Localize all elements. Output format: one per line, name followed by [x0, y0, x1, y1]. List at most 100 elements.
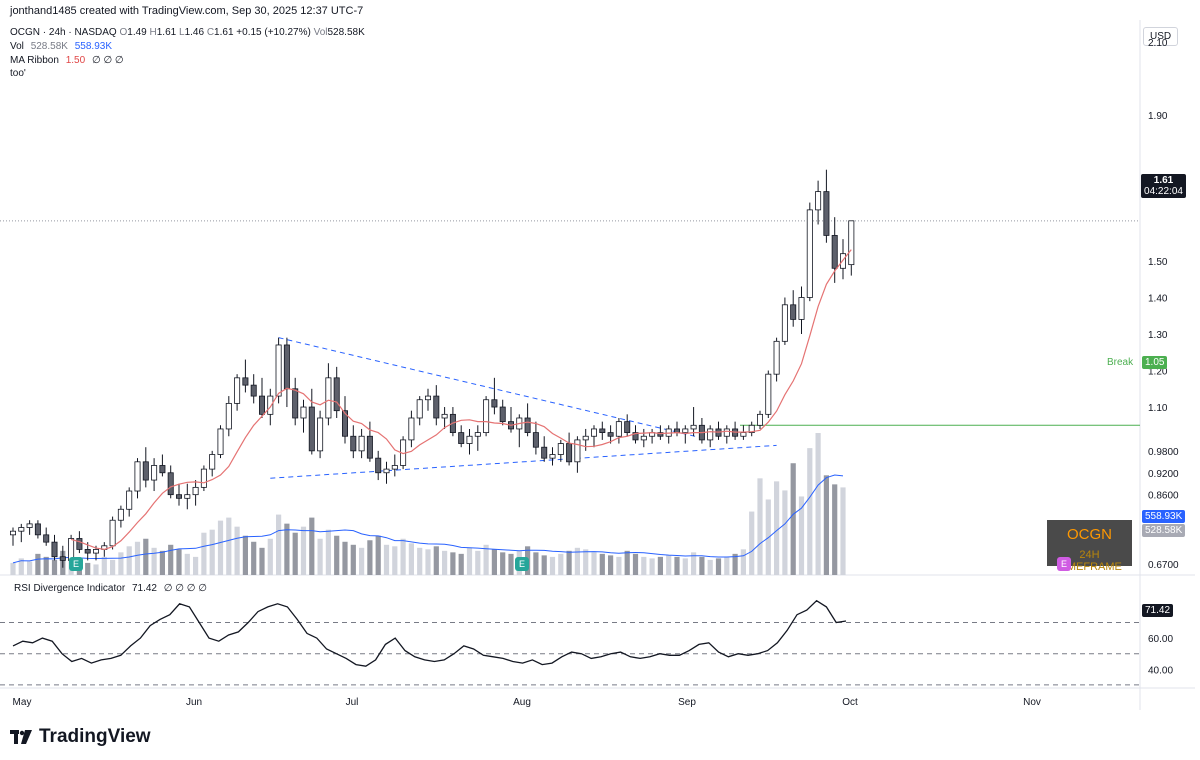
rsi-line: [12, 599, 847, 667]
candle-body: [175, 494, 182, 499]
volume-bar: [201, 532, 207, 575]
rsi-value: 71.42: [131, 583, 157, 594]
vol-value: 528.58K: [327, 27, 365, 38]
candle-body: [391, 465, 398, 470]
candle-body: [408, 417, 415, 441]
candle-body: [806, 209, 813, 298]
candle-body: [184, 494, 191, 499]
rsi-label: RSI Divergence Indicator: [14, 583, 126, 594]
candle-body: [366, 435, 373, 459]
high-value: 1.61: [156, 27, 177, 38]
last-price-tag: 1.61 04:22:04: [1141, 174, 1186, 198]
close-label: C: [206, 27, 215, 38]
candle-body: [773, 340, 780, 375]
volume-bar: [392, 546, 398, 575]
earnings-marker-icon[interactable]: E: [69, 557, 83, 571]
volume-bar: [541, 555, 547, 575]
price-tick-label: 1.90: [1148, 111, 1168, 122]
candle-body: [582, 435, 589, 441]
volume-bar: [226, 517, 232, 575]
candle-body: [624, 421, 631, 433]
vol-tag: 528.58K: [1142, 524, 1186, 537]
candle-body: [43, 534, 50, 543]
last-price-value: 1.61: [1153, 175, 1174, 186]
candle-body: [640, 435, 647, 441]
symbol-info[interactable]: OCGN · 24h · NASDAQ: [10, 27, 117, 38]
ma-ribbon-legend[interactable]: MA Ribbon 1.50 ∅ ∅ ∅: [10, 55, 128, 66]
volume-bar: [325, 529, 331, 575]
candle-body: [682, 428, 689, 433]
candle-body: [615, 421, 622, 437]
candle-body: [433, 395, 440, 419]
earnings-marker-icon[interactable]: E: [515, 557, 529, 571]
candle-body: [267, 395, 274, 415]
volume-bar: [491, 549, 497, 575]
candle-body: [483, 399, 490, 433]
candle-body: [358, 435, 365, 452]
volume-bar: [549, 556, 556, 575]
volume-bar: [599, 553, 605, 575]
volume-bar: [682, 558, 688, 575]
volume-bar: [632, 553, 639, 575]
volume-bar: [782, 490, 788, 575]
candle-body: [823, 191, 830, 236]
candle-body: [9, 530, 16, 536]
volume-bar: [383, 544, 390, 575]
vol-ma-legend-value: 558.93K: [74, 41, 112, 52]
volume-bar: [309, 517, 315, 575]
vol-legend[interactable]: Vol 528.58K 558.93K: [10, 41, 116, 52]
volume-ma-line: [12, 474, 844, 564]
candle-body: [541, 446, 548, 459]
volume-bar: [583, 549, 589, 575]
ma-ribbon-value: 1.50: [65, 55, 86, 66]
volume-bar: [674, 556, 680, 575]
candle-body: [234, 377, 241, 404]
candle-body: [831, 235, 838, 269]
volume-bar: [417, 547, 423, 575]
price-tick-label: 0.8600: [1148, 491, 1179, 502]
volume-bar: [433, 546, 439, 575]
volume-bar: [193, 556, 199, 575]
candle-body: [781, 304, 788, 342]
volume-bar: [51, 559, 58, 575]
volume-bar: [425, 549, 431, 575]
rsi-legend[interactable]: RSI Divergence Indicator 71.42 ∅ ∅ ∅ ∅: [14, 583, 211, 594]
candle-body: [217, 428, 224, 455]
candle-body: [499, 406, 506, 423]
candle-body: [167, 472, 174, 496]
volume-bar: [624, 550, 630, 575]
volume-bar: [284, 523, 290, 575]
candle-body: [26, 523, 33, 528]
close-value: 1.61: [214, 27, 234, 38]
price-tick-label: 0.9200: [1148, 469, 1179, 480]
price-tick-label: 1.20: [1148, 367, 1168, 378]
currency-button[interactable]: USD: [1143, 27, 1179, 46]
candle-body: [848, 220, 855, 266]
volume-bar: [724, 556, 730, 575]
volume-bar: [483, 544, 489, 575]
candle-body: [599, 428, 606, 433]
volume-bar: [715, 558, 722, 575]
volume-bar: [408, 543, 414, 575]
volume-bar: [807, 448, 813, 575]
volume-bar: [118, 552, 124, 575]
high-label: H: [149, 27, 157, 38]
volume-bar: [840, 487, 846, 575]
vol-legend-value: 528.58K: [30, 41, 68, 52]
volume-bar: [566, 550, 572, 575]
ocgn-box-title: OCGN: [1067, 526, 1112, 543]
volume-bar: [699, 556, 705, 575]
candle-body: [151, 465, 158, 481]
volume-bar: [93, 564, 99, 575]
candle-body: [557, 443, 564, 455]
volume-bar: [126, 546, 132, 575]
tradingview-logo[interactable]: TradingView: [10, 726, 151, 748]
volume-bar: [774, 481, 780, 575]
break-price-tag: 1.05: [1142, 356, 1168, 369]
price-tick-label: 0.6700: [1148, 560, 1179, 571]
candle-body: [283, 344, 290, 390]
earnings-marker-icon[interactable]: E: [1057, 557, 1071, 571]
upper-trendline: [278, 337, 711, 441]
time-tick-label: Sep: [678, 697, 696, 708]
